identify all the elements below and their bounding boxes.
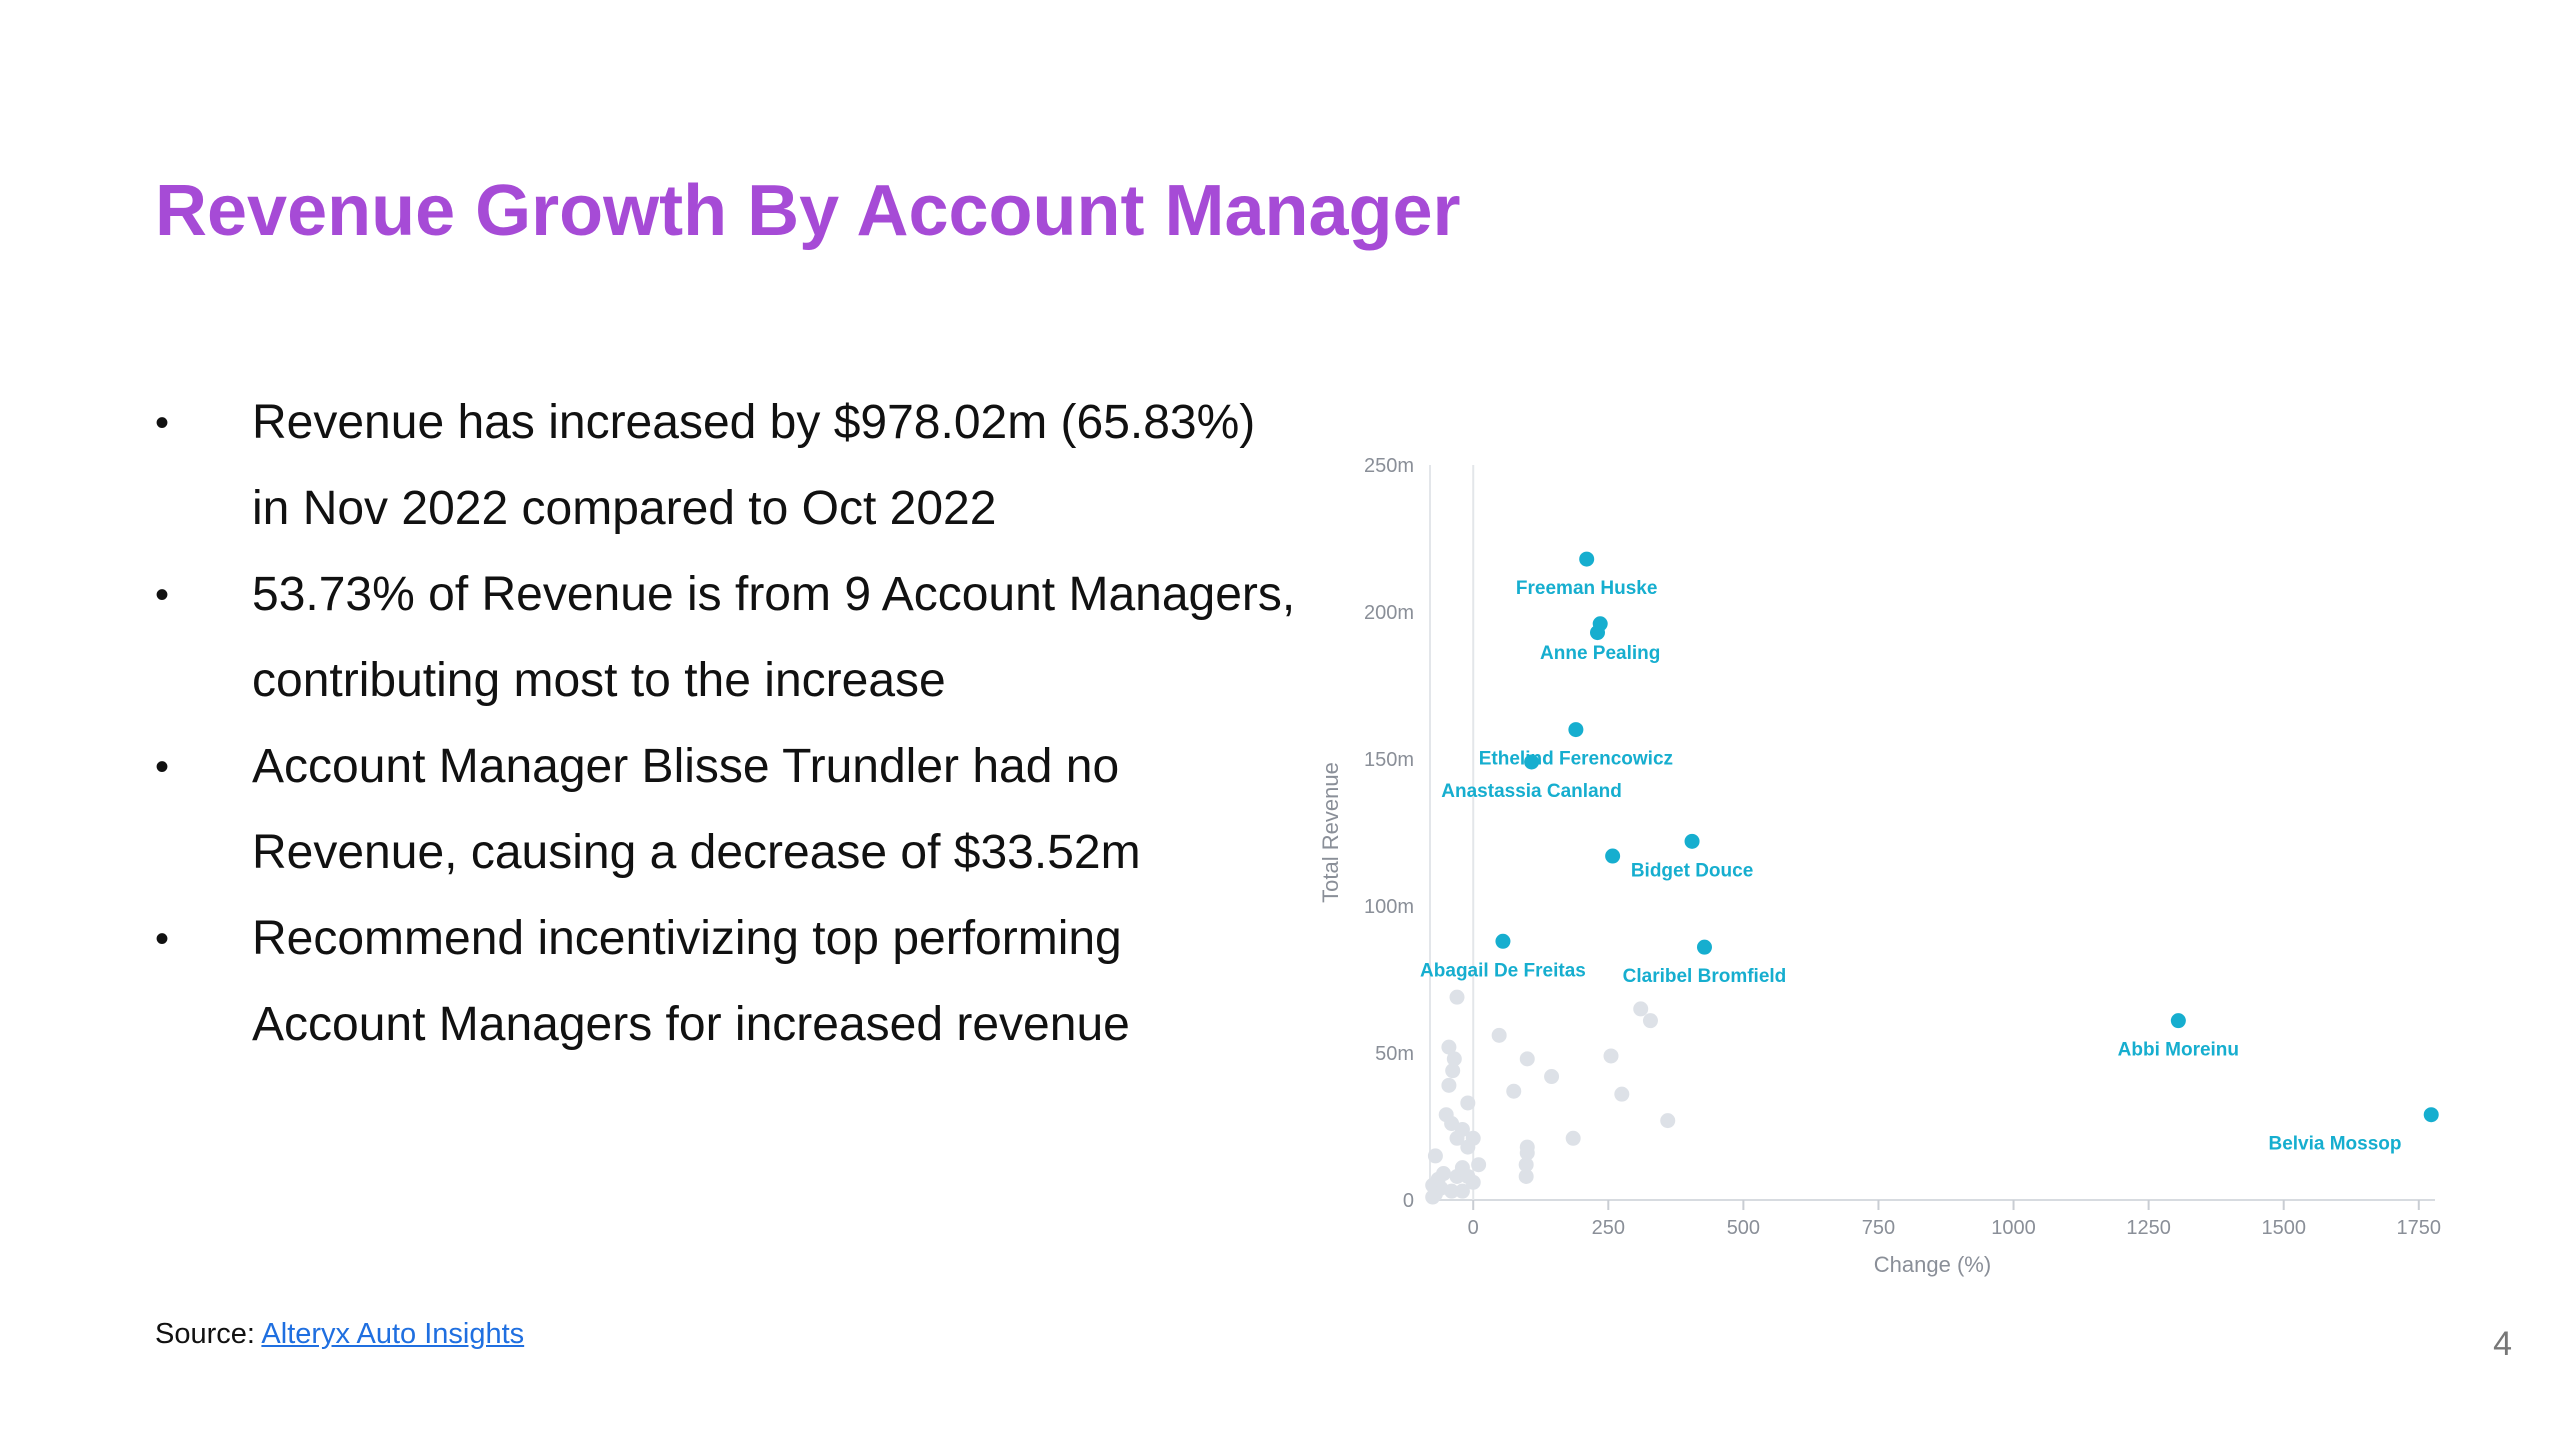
data-point [1633, 1001, 1649, 1017]
bullet-item: • 53.73% of Revenue is from 9 Account Man… [155, 552, 1305, 724]
highlighted-data-point [1696, 939, 1712, 955]
point-label: Belvia Mossop [2268, 1134, 2401, 1155]
highlighted-data-point [1579, 551, 1595, 567]
x-tick-label: 500 [1727, 1217, 1760, 1239]
point-label: Bidget Douce [1631, 860, 1753, 881]
x-tick-label: 250 [1592, 1217, 1625, 1239]
data-point [1425, 1189, 1441, 1205]
source-label: Source: [155, 1318, 262, 1350]
data-point [1427, 1148, 1443, 1164]
point-label: Abbi Moreinu [2118, 1040, 2239, 1061]
bullet-marker: • [155, 917, 170, 961]
bullet-text: Account Manager Blisse Trundler had no R… [252, 740, 1141, 879]
data-point [1460, 1095, 1476, 1111]
data-point [1519, 1145, 1535, 1161]
data-point [1565, 1130, 1581, 1146]
point-label: Ethelind Ferencowicz [1479, 749, 1673, 770]
revenue-scatter-chart: 0 50m 100m 150m 200m 250m 0 250 500 750 1000 1250 15… [1318, 455, 2442, 1277]
point-label: Abagail De Freitas [1420, 960, 1586, 981]
x-tick-label: 0 [1468, 1217, 1479, 1239]
y-tick-label: 100m [1364, 896, 1414, 918]
x-tick-label: 750 [1862, 1217, 1895, 1239]
x-tick-label: 1500 [2261, 1217, 2306, 1239]
page-number: 4 [2493, 1325, 2512, 1363]
highlighted-data-point [1524, 754, 1540, 770]
source-note: Source: Alteryx Auto Insights [155, 1318, 524, 1351]
bullet-marker: • [155, 573, 170, 617]
data-point [1519, 1051, 1535, 1067]
y-tick-label: 200m [1364, 602, 1414, 624]
data-point [1544, 1069, 1560, 1085]
data-point [1441, 1077, 1457, 1093]
slide-title: Revenue Growth By Account Manager [155, 171, 1461, 251]
point-label: Anne Pealing [1540, 643, 1660, 664]
bullet-item: • Recommend incentivizing top performing … [155, 896, 1305, 1068]
point-label: Anastassia Canland [1441, 781, 1622, 802]
data-point [1441, 1039, 1457, 1055]
bullet-marker: • [155, 401, 170, 445]
highlighted-data-point [1605, 848, 1621, 864]
y-tick-label: 250m [1364, 455, 1414, 477]
y-tick-label: 150m [1364, 749, 1414, 771]
data-point [1642, 1013, 1658, 1029]
data-point [1449, 1130, 1465, 1146]
data-point [1471, 1157, 1487, 1173]
data-point [1454, 1183, 1470, 1199]
data-point [1518, 1157, 1534, 1173]
data-point [1444, 1183, 1460, 1199]
bullet-text: Revenue has increased by $978.02m (65.83… [252, 396, 1256, 535]
highlighted-data-point [1590, 625, 1605, 641]
data-point [1445, 1063, 1461, 1079]
bullet-text: Recommend incentivizing top performing A… [252, 912, 1130, 1051]
x-tick-label: 1250 [2126, 1217, 2171, 1239]
x-tick-label: 1750 [2397, 1217, 2442, 1239]
data-point [1518, 1168, 1534, 1184]
bullet-text: 53.73% of Revenue is from 9 Account Mana… [252, 568, 1296, 707]
bullet-list: • Revenue has increased by $978.02m (65.8… [155, 380, 1305, 1068]
point-label: Freeman Huske [1516, 578, 1658, 599]
data-point [1446, 1051, 1462, 1067]
source-link[interactable]: Alteryx Auto Insights [261, 1318, 525, 1350]
x-axis-label: Change (%) [1874, 1252, 1991, 1277]
data-point [1449, 1168, 1465, 1184]
highlighted-data-point [1684, 833, 1700, 849]
data-point [1465, 1174, 1481, 1190]
x-tick-label: 1000 [1991, 1217, 2036, 1239]
data-point [1491, 1027, 1507, 1043]
y-axis-label: Total Revenue [1318, 762, 1343, 903]
y-tick-label: 0 [1403, 1190, 1414, 1212]
y-tick-label: 50m [1375, 1043, 1414, 1065]
highlighted-data-point [2423, 1107, 2439, 1123]
bullet-marker: • [155, 745, 170, 789]
data-point [1460, 1139, 1476, 1155]
bullet-item: • Revenue has increased by $978.02m (65.8… [155, 380, 1305, 552]
highlighted-data-point [2170, 1013, 2186, 1029]
data-point [1449, 989, 1465, 1005]
data-point [1603, 1048, 1619, 1064]
highlighted-data-point [1495, 933, 1511, 949]
bullet-item: • Account Manager Blisse Trundler had no … [155, 724, 1305, 896]
data-point [1660, 1113, 1676, 1129]
data-point [1506, 1083, 1522, 1099]
highlighted-data-point [1568, 722, 1584, 738]
data-point [1614, 1086, 1630, 1102]
point-label: Claribel Bromfield [1623, 966, 1787, 987]
